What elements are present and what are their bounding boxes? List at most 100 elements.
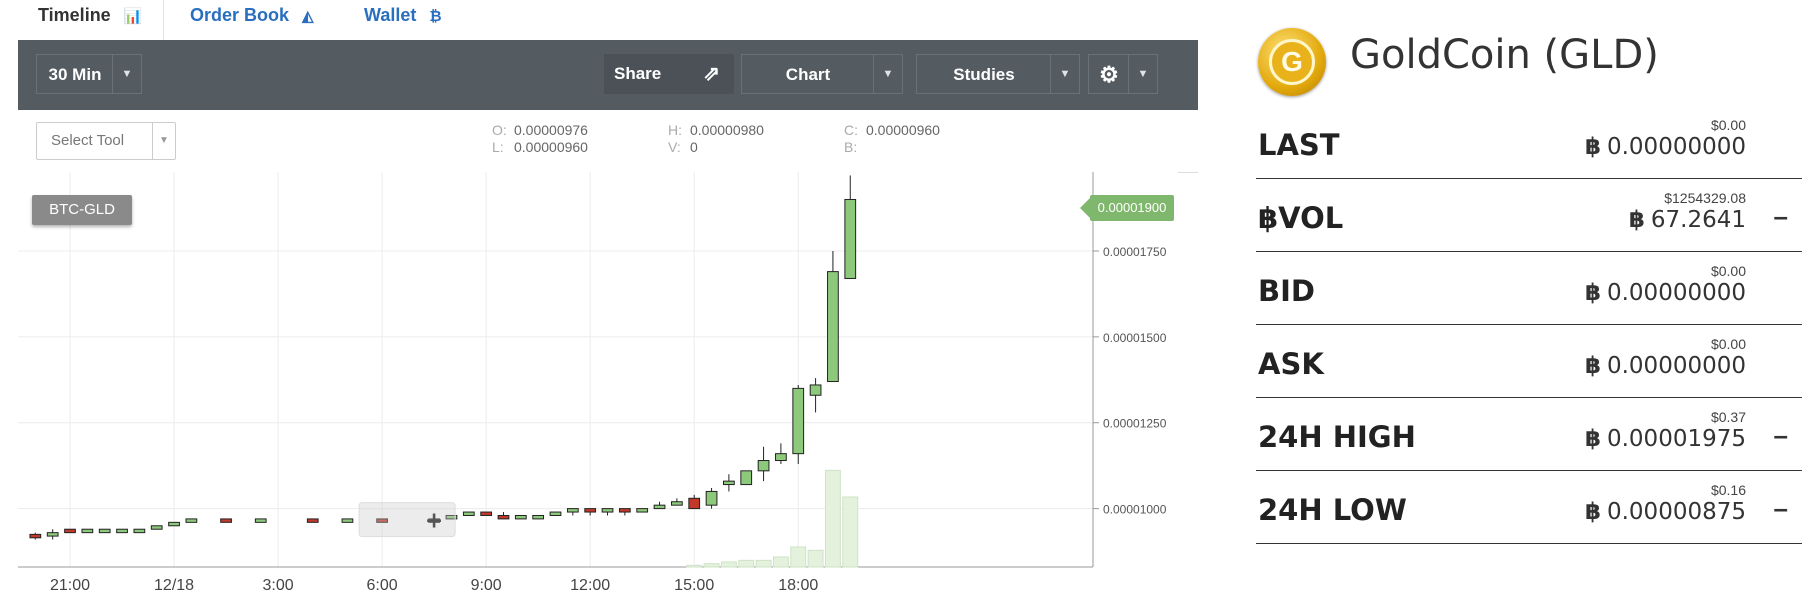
chart-toolbar: 30 Min ▼ Share ⇗ Chart ▼ Studies ▼ ⚙ ▼ xyxy=(18,40,1198,110)
candle-body xyxy=(757,460,770,472)
tab-timeline[interactable]: Timeline 📊 xyxy=(18,0,164,40)
ohlc-volume-value: 0 xyxy=(690,139,698,155)
stat-btc-amount: 0.00001975 xyxy=(1606,426,1746,452)
stat-row-last: LAST $0.00 ฿ 0.00000000 xyxy=(1256,106,1802,179)
share-label: Share xyxy=(614,64,662,83)
settings-button[interactable]: ⚙ ▼ xyxy=(1088,54,1158,94)
share-icon: ⇗ xyxy=(703,63,720,85)
tab-order-book-label: Order Book xyxy=(190,5,290,25)
stat-name: ฿VOL xyxy=(1258,201,1344,235)
candle-body xyxy=(306,518,319,523)
volume-bar xyxy=(703,563,720,568)
y-tick-label: 0.00001250 xyxy=(1103,417,1167,431)
select-tool-placeholder: Select Tool xyxy=(51,132,125,149)
studies-select[interactable]: Studies ▼ xyxy=(916,54,1080,94)
candle-body xyxy=(376,518,388,523)
candle-body xyxy=(618,508,631,513)
candle-body xyxy=(220,518,232,523)
x-tick-label: 21:00 xyxy=(50,577,90,594)
stat-row-bid: BID $0.00 ฿ 0.00000000 xyxy=(1256,252,1802,325)
volume-bar xyxy=(755,559,772,568)
price-chart-svg[interactable]: 21:00 12/18 3:00 6:00 9:00 12:00 15:00 18:00 0.0… xyxy=(18,172,1178,603)
candle-body xyxy=(81,528,94,534)
candle-body xyxy=(566,508,579,513)
chart-type-select[interactable]: Chart ▼ xyxy=(741,54,903,94)
ohlc-open-low: O: 0.00000976 L: 0.00000960 xyxy=(492,122,588,156)
chart-type-label: Chart xyxy=(785,65,831,84)
stat-btc-amount: 0.00000000 xyxy=(1606,134,1746,160)
ohlc-key: O: xyxy=(492,122,507,138)
collapse-toggle[interactable]: – xyxy=(1773,201,1788,231)
x-tick-label: 12/18 xyxy=(154,577,194,594)
tab-order-book[interactable]: Order Book ◭ xyxy=(190,0,314,40)
stat-name: LAST xyxy=(1258,128,1340,162)
stat-row-24h-low: 24H LOW $0.16 ฿ 0.00000875 – xyxy=(1256,471,1802,544)
candle-body xyxy=(168,521,180,527)
ohlc-key: L: xyxy=(492,139,504,155)
candle-body xyxy=(705,490,718,506)
x-tick-label: 6:00 xyxy=(367,577,398,594)
tab-wallet[interactable]: Wallet ₿ xyxy=(364,0,442,40)
volume-bar xyxy=(790,546,807,568)
x-tick-label: 12:00 xyxy=(570,577,610,594)
chevron-down-icon: ▼ xyxy=(1128,55,1157,93)
stat-btc-value: ฿ 0.00000875 xyxy=(1585,499,1746,525)
stat-btc-value: ฿ 0.00001975 xyxy=(1585,426,1746,452)
stat-row-volume: ฿VOL $1254329.08 ฿ 67.2641 – xyxy=(1256,179,1802,252)
ohlc-key: V: xyxy=(668,139,681,155)
candle-body xyxy=(827,271,839,383)
share-button[interactable]: Share ⇗ xyxy=(604,54,734,94)
candle-body xyxy=(670,501,683,506)
candle-body xyxy=(480,511,493,516)
ohlc-close-bid: C: 0.00000960 B: xyxy=(844,122,940,156)
x-tick-label: 3:00 xyxy=(263,577,294,594)
collapse-toggle[interactable]: – xyxy=(1773,493,1788,523)
stat-btc-amount: 0.00000000 xyxy=(1606,280,1746,306)
price-chart[interactable]: 21:00 12/18 3:00 6:00 9:00 12:00 15:00 18:00 0.0… xyxy=(18,172,1178,603)
select-tool-dropdown[interactable]: Select Tool ▼ xyxy=(36,122,176,160)
stat-btc-value: ฿ 0.00000000 xyxy=(1585,353,1746,379)
candle-body xyxy=(532,514,545,520)
ohlc-key: H: xyxy=(668,122,682,138)
volume-bar xyxy=(772,556,789,568)
candle-body xyxy=(653,504,666,510)
stat-btc-amount: 0.00000000 xyxy=(1606,353,1746,379)
candle-body xyxy=(636,508,649,513)
bitcoin-icon: ฿ xyxy=(1584,134,1601,160)
candle-body xyxy=(688,497,701,510)
coin-logo-glyph: G xyxy=(1269,39,1315,85)
coin-title: GoldCoin (GLD) xyxy=(1350,32,1659,78)
stat-usd-value: $0.16 xyxy=(1710,482,1746,498)
ohlc-high-volume: H: 0.00000980 V: 0 xyxy=(668,122,764,156)
interval-select[interactable]: 30 Min ▼ xyxy=(36,54,142,94)
candle-body xyxy=(116,528,128,534)
candle-body xyxy=(428,518,441,523)
studies-label: Studies xyxy=(953,65,1015,84)
crosshair-marker xyxy=(358,502,456,538)
area-chart-icon: ◭ xyxy=(302,8,314,25)
chevron-down-icon: ▼ xyxy=(1050,55,1079,93)
ohlc-key: C: xyxy=(844,122,858,138)
bar-chart-icon: 📊 xyxy=(123,8,143,25)
collapse-toggle[interactable]: – xyxy=(1773,420,1788,450)
candle-body xyxy=(792,387,805,455)
stat-name: BID xyxy=(1258,274,1315,308)
stat-btc-amount: 0.00000875 xyxy=(1606,499,1746,525)
view-tabs: Timeline 📊 Order Book ◭ Wallet ₿ xyxy=(18,0,1198,41)
ohlc-open-value: 0.00000976 xyxy=(514,122,588,138)
candle-body xyxy=(601,508,614,513)
bitcoin-icon: ฿ xyxy=(1584,280,1601,306)
last-price-tag: 0.00001900 xyxy=(1080,195,1174,221)
candle-body xyxy=(341,518,354,523)
candle-body xyxy=(462,511,475,516)
volume-bar xyxy=(807,549,824,568)
chart-info-bar: Select Tool ▼ O: 0.00000976 L: 0.00000960 … xyxy=(18,110,1198,173)
bitcoin-icon: ฿ xyxy=(1584,426,1601,452)
ohlc-key: B: xyxy=(844,139,858,155)
candle-body xyxy=(254,518,267,523)
crosshair-plus-icon: + xyxy=(425,509,443,534)
bitcoin-icon: ฿ xyxy=(1584,353,1601,379)
stat-name: 24H LOW xyxy=(1258,493,1407,527)
stat-btc-value: ฿ 0.00000000 xyxy=(1585,280,1746,306)
y-tick-label: 0.00001750 xyxy=(1103,245,1167,259)
